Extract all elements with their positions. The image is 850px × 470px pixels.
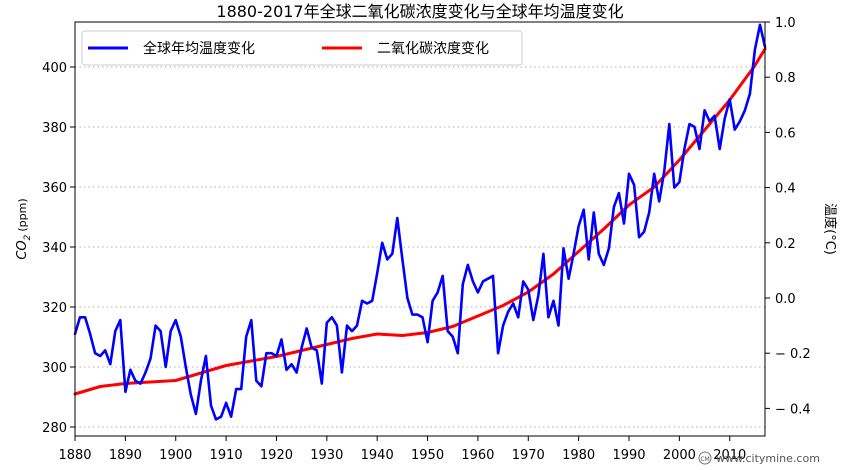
x-tick-label: 1980 bbox=[562, 448, 595, 463]
plot-frame bbox=[74, 21, 766, 437]
x-tick-label: 1920 bbox=[260, 448, 293, 463]
y-right-tick-label: 0.2 bbox=[775, 237, 796, 252]
legend-box bbox=[81, 30, 523, 66]
x-tick-label: 1960 bbox=[461, 448, 494, 463]
x-tick-label: 2000 bbox=[663, 448, 696, 463]
x-tick-label: 1890 bbox=[109, 448, 142, 463]
y-left-label-sub: 2 bbox=[23, 234, 33, 240]
y-right-tick-label: 0.4 bbox=[775, 182, 796, 197]
y-right-tick-label: 0.0 bbox=[775, 292, 796, 307]
x-tick-label: 1880 bbox=[58, 448, 91, 463]
x-axis: 1880 1890 1900 1910 1920 1930 1940 1950 1960 1970… bbox=[58, 436, 746, 463]
y-right-tick-label: 0.8 bbox=[775, 71, 796, 86]
watermark-logo-text: CM bbox=[700, 456, 709, 463]
y-axis-right: − 0.4 − 0.2 0.0 0.2 0.4 0.6 0.8 1.0 bbox=[765, 16, 811, 417]
y-right-tick-label: 1.0 bbox=[775, 16, 796, 31]
watermark-logo-icon bbox=[698, 451, 712, 465]
x-tick-label: 1940 bbox=[361, 448, 394, 463]
temperature-series-line bbox=[73, 23, 767, 421]
y-left-label-main: CO bbox=[15, 240, 30, 259]
y-left-tick-label: 280 bbox=[42, 421, 67, 436]
gridlines bbox=[75, 66, 765, 428]
y-right-tick-label: − 0.2 bbox=[775, 347, 811, 362]
legend-label-co2: 二氧化碳浓度变化 bbox=[377, 41, 489, 57]
y-left-label: CO2 (ppm) bbox=[15, 198, 33, 259]
y-left-tick-label: 300 bbox=[42, 361, 67, 376]
x-tick-label: 1970 bbox=[512, 448, 545, 463]
chart-title: 1880-2017年全球二氧化碳浓度变化与全球年均温度变化 bbox=[216, 2, 623, 21]
y-left-label-unit: (ppm) bbox=[16, 198, 29, 231]
y-left-tick-label: 360 bbox=[42, 181, 67, 196]
y-left-tick-label: 380 bbox=[42, 121, 67, 136]
x-tick-label: 1930 bbox=[310, 448, 343, 463]
y-right-tick-label: − 0.4 bbox=[775, 402, 811, 417]
x-tick-label: 1990 bbox=[612, 448, 645, 463]
x-tick-label: 1950 bbox=[411, 448, 444, 463]
legend: 全球年均温度变化 二氧化碳浓度变化 bbox=[81, 30, 523, 66]
co2-series-line bbox=[73, 47, 767, 396]
watermark-text: www.citymine.com bbox=[716, 452, 820, 465]
svg-text:CO2(ppm): CO2 (ppm) bbox=[15, 198, 33, 259]
y-left-tick-label: 340 bbox=[42, 241, 67, 256]
y-right-label: 温度(°C) bbox=[822, 203, 838, 255]
legend-label-temperature: 全球年均温度变化 bbox=[143, 40, 255, 57]
watermark: CM www.citymine.com bbox=[698, 451, 820, 465]
y-axis-left: 280 300 320 340 360 380 400 bbox=[42, 61, 75, 436]
x-tick-label: 1910 bbox=[210, 448, 243, 463]
y-right-tick-label: 0.6 bbox=[775, 126, 796, 141]
x-tick-label: 2010 bbox=[713, 448, 746, 463]
x-tick-label: 1900 bbox=[159, 448, 192, 463]
y-left-tick-label: 320 bbox=[42, 301, 67, 316]
y-left-tick-label: 400 bbox=[42, 61, 67, 76]
series-lines bbox=[73, 23, 767, 421]
